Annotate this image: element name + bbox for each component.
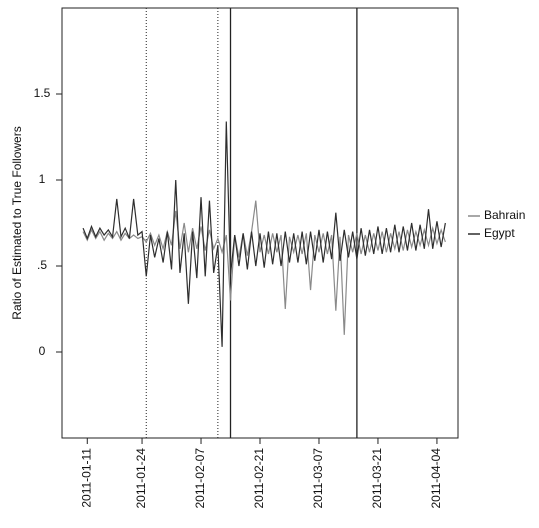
x-tick-label: 2011-03-07 (311, 448, 325, 509)
y-tick-label: 0 (39, 344, 46, 358)
y-axis-label: Ratio of Estimated to True Followers (10, 126, 24, 319)
legend-label: Bahrain (484, 208, 525, 222)
legend-label: Egypt (484, 226, 515, 240)
series-line (82, 200, 446, 335)
y-tick-label: 1 (39, 172, 46, 186)
x-tick-label: 2011-02-07 (193, 448, 207, 509)
x-tick-label: 2011-04-04 (429, 448, 443, 509)
x-tick-label: 2011-01-24 (134, 448, 148, 509)
y-tick-label: .5 (37, 258, 47, 272)
series-line (82, 121, 446, 347)
x-tick-label: 2011-03-21 (370, 448, 384, 509)
plot-frame (61, 7, 459, 439)
y-tick-label: 1.5 (34, 86, 51, 100)
x-tick-label: 2011-02-21 (252, 448, 266, 509)
x-tick-label: 2011-01-11 (79, 448, 93, 508)
